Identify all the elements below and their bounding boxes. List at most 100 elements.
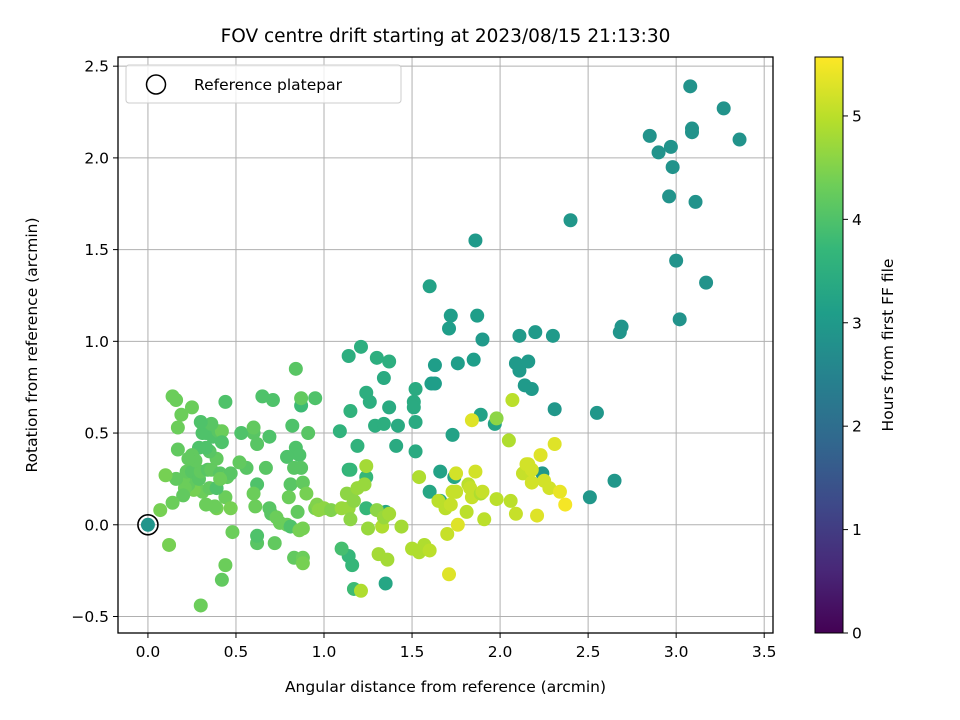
data-point [422,279,437,294]
legend-marker-icon [145,74,167,95]
data-point [547,437,562,452]
data-point [214,435,229,450]
data-point [449,466,464,481]
data-point [223,466,238,481]
data-point [283,477,298,492]
colorbar [814,56,844,634]
data-point [346,493,361,508]
data-point [299,486,314,501]
data-point [246,486,261,501]
data-point [683,79,698,94]
data-point [422,484,437,499]
data-point [563,213,578,228]
reference-platepar-point [137,513,159,536]
y-tick-label: 0.5 [84,425,109,443]
data-point [489,492,504,507]
legend-box [125,64,402,104]
x-tick-label: 2.0 [488,643,513,661]
data-point [165,389,180,404]
x-tick-label: 3.5 [752,643,777,661]
data-point [290,504,305,519]
data-point [665,160,680,175]
data-point [477,512,492,527]
data-point [521,354,536,369]
data-point [422,543,437,558]
data-point [545,328,560,343]
data-point [389,438,404,453]
data-point [442,321,457,336]
data-point [378,576,393,591]
data-point [589,405,604,420]
data-point [408,382,423,397]
data-point [394,519,409,534]
data-point [267,536,282,551]
data-point [382,354,397,369]
x-tick-label: 0.5 [224,643,249,661]
data-point [524,382,539,397]
data-points [140,79,747,613]
data-point [343,512,358,527]
colorbar-label: Hours from first FF file [879,259,897,432]
data-point [248,499,263,514]
data-point [662,189,677,204]
x-tick-label: 1.0 [312,643,337,661]
data-point [301,426,316,441]
data-point [443,497,458,512]
data-point [153,503,168,518]
data-point [324,503,339,518]
data-point [685,125,700,140]
data-point [258,460,273,475]
data-point [503,493,518,508]
colorbar-tick-label: 1 [852,521,862,539]
data-point [442,567,457,582]
data-point [362,394,377,409]
data-point [468,233,483,248]
data-point [218,558,233,573]
data-point [181,451,196,466]
data-point [406,400,421,415]
data-point [223,501,238,516]
data-point [508,506,523,521]
data-point [440,526,455,541]
x-axis-ticks: 0.0 0.5 1.0 1.5 2.0 2.5 3.0 3.5 [136,633,777,661]
data-point [433,464,448,479]
x-axis-label: Angular distance from reference (arcmin) [285,678,606,696]
data-point [443,308,458,323]
data-point [463,481,478,496]
data-point [528,325,543,340]
data-point [412,470,427,485]
data-point [204,416,219,431]
data-point [193,598,208,613]
data-point [533,448,548,463]
data-point [250,437,265,452]
data-point [332,424,347,439]
data-point [669,253,684,268]
data-point [501,433,516,448]
data-point [234,426,249,441]
data-point [445,427,460,442]
data-point [285,418,300,433]
data-point [427,358,442,373]
data-point [359,459,374,474]
colorbar-tick-label: 5 [852,107,862,125]
data-point [225,525,240,540]
data-point [512,328,527,343]
plot-frame [117,56,774,634]
data-point [612,325,627,340]
data-point [524,462,539,477]
data-point [408,415,423,430]
data-point [162,537,177,552]
reference-marker [137,513,159,536]
data-point [218,490,233,505]
data-point [688,194,703,209]
y-axis-ticks: −0.5 0.0 0.5 1.0 1.5 2.0 2.5 [71,58,118,626]
data-point [475,332,490,347]
data-point [376,371,391,386]
y-tick-label: 1.0 [84,333,109,351]
data-point [294,460,309,475]
data-point [466,352,481,367]
y-tick-label: 0.0 [84,516,109,534]
data-point [390,418,405,433]
data-point [341,349,356,364]
y-tick-label: 2.0 [84,149,109,167]
